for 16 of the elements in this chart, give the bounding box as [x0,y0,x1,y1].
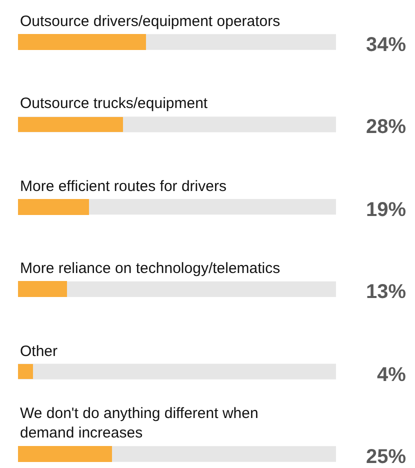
y-tick-label: Other [20,343,58,360]
bar [18,199,89,215]
bar [18,117,123,132]
data-label: 28% [366,116,406,138]
bar [18,364,33,379]
y-tick-label: We don't do anything different when demand increases [20,405,258,442]
data-label: 34% [366,34,406,56]
data-label: 4% [377,364,406,386]
data-label: 25% [366,446,406,468]
bar [18,281,67,297]
y-tick-label: More efficient routes for drivers [20,178,226,195]
data-label: 13% [366,281,406,303]
y-tick-label: Outsource drivers/equipment operators [20,13,280,30]
data-label: 19% [366,199,406,221]
y-tick-label: Outsource trucks/equipment [20,95,208,112]
y-tick-label: More reliance on technology/telematics [20,260,280,277]
